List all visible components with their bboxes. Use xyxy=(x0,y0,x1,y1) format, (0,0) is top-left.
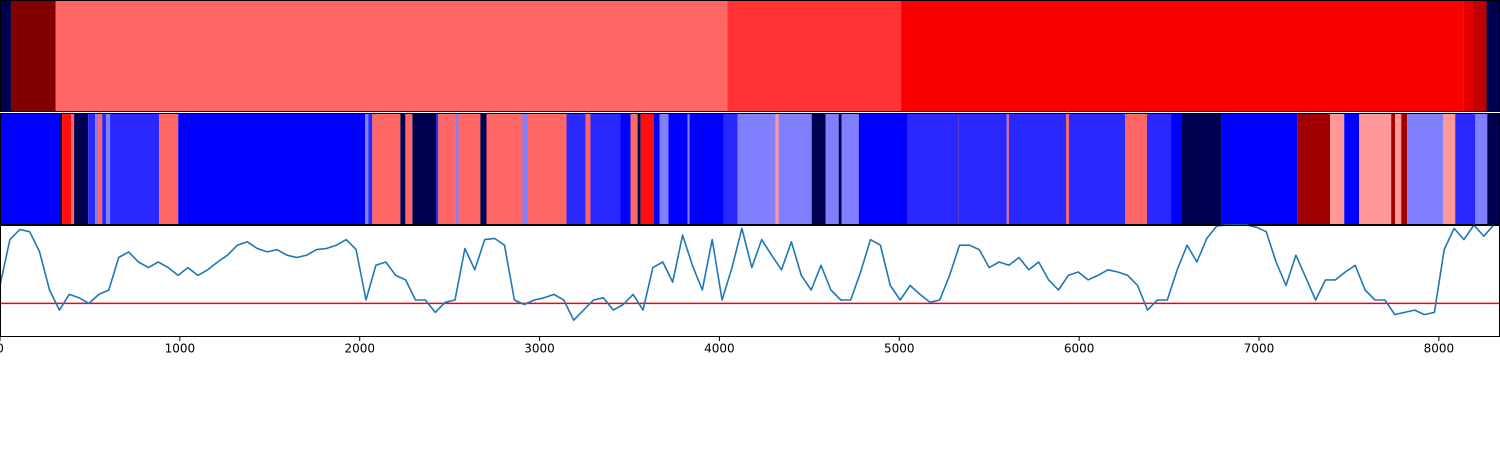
band-segment xyxy=(1395,113,1402,225)
band-segment xyxy=(458,113,481,225)
band-segment xyxy=(88,113,96,225)
band-segment xyxy=(455,113,459,225)
band-segment xyxy=(480,113,487,225)
band-segment xyxy=(838,113,842,225)
band-segment xyxy=(778,113,812,225)
band-segment xyxy=(775,113,779,225)
x-tick-label: 6000 xyxy=(1064,342,1095,356)
band-segment xyxy=(959,113,1007,225)
band-segment xyxy=(178,113,366,225)
band-segment xyxy=(1391,113,1396,225)
band-segment xyxy=(0,0,12,112)
band-segment xyxy=(55,0,728,112)
band-segment xyxy=(825,113,839,225)
band-segment xyxy=(1486,0,1500,112)
band-segment xyxy=(438,113,456,225)
band-segment xyxy=(1475,113,1488,225)
band-segment xyxy=(1407,113,1444,225)
band-segment xyxy=(102,113,107,225)
band-segment xyxy=(110,113,160,225)
band-segment xyxy=(436,113,439,225)
x-tick-label: 7000 xyxy=(1244,342,1275,356)
band-segment xyxy=(1401,113,1408,225)
band-segment xyxy=(1008,113,1067,225)
band-segment xyxy=(1463,0,1474,112)
band-segment xyxy=(365,113,369,225)
band-segment xyxy=(372,113,401,225)
x-tick-label: 4000 xyxy=(704,342,735,356)
band-segment xyxy=(590,113,621,225)
band-segment xyxy=(74,113,89,225)
band-segment xyxy=(486,113,523,225)
band-segment xyxy=(62,113,72,225)
band-segment xyxy=(412,113,437,225)
band-segment xyxy=(1359,113,1392,225)
band-segment xyxy=(566,113,586,225)
band-segment xyxy=(106,113,111,225)
band-segment xyxy=(1443,113,1456,225)
band-segment xyxy=(1171,113,1183,225)
band-segment xyxy=(1125,113,1147,225)
band-segment xyxy=(1221,113,1298,225)
band-segment xyxy=(522,113,528,225)
band-segment xyxy=(159,113,179,225)
band-segment xyxy=(405,113,413,225)
x-tick-label: 1000 xyxy=(165,342,196,356)
band-segment xyxy=(400,113,406,225)
band-segment xyxy=(1182,113,1222,225)
band-segment xyxy=(1066,113,1069,225)
band-segment xyxy=(1455,113,1476,225)
x-tick-label: 3000 xyxy=(524,342,555,356)
band-segment xyxy=(527,113,567,225)
plot-background xyxy=(0,225,1500,337)
band-segment xyxy=(727,0,902,112)
band-segment xyxy=(858,113,908,225)
band-segment xyxy=(723,113,738,225)
band-segment xyxy=(368,113,373,225)
band-segment xyxy=(687,113,690,225)
band-segment xyxy=(1330,113,1345,225)
band-segment xyxy=(1297,113,1331,225)
band-segment xyxy=(630,113,638,225)
band-segment xyxy=(907,113,959,225)
band-segment xyxy=(901,0,1464,112)
x-tick-label: 5000 xyxy=(884,342,915,356)
band-segment xyxy=(1344,113,1360,225)
band-segment xyxy=(98,113,103,225)
band-segment xyxy=(60,113,63,225)
band-segment xyxy=(841,113,859,225)
band-segment xyxy=(0,113,61,225)
band-segment xyxy=(1006,113,1009,225)
band-segment xyxy=(11,0,56,112)
band-segment xyxy=(585,113,591,225)
band-segment xyxy=(1068,113,1125,225)
band-segment xyxy=(689,113,724,225)
band-segment xyxy=(620,113,631,225)
x-tick-label: 8000 xyxy=(1424,342,1455,356)
band-segment xyxy=(1146,113,1172,225)
x-tick-label: 2000 xyxy=(344,342,375,356)
band-segment xyxy=(95,113,99,225)
x-tick-label: 0 xyxy=(0,342,4,356)
band-segment xyxy=(1487,113,1500,225)
band-segment xyxy=(1473,0,1487,112)
band-segment xyxy=(737,113,776,225)
band-segment xyxy=(958,113,960,225)
band-segment xyxy=(653,113,660,225)
band-segment xyxy=(668,113,688,225)
band-segment xyxy=(811,113,826,225)
band-segment xyxy=(640,113,654,225)
band-segment xyxy=(659,113,669,225)
band-segment xyxy=(71,113,75,225)
band-segment xyxy=(637,113,641,225)
